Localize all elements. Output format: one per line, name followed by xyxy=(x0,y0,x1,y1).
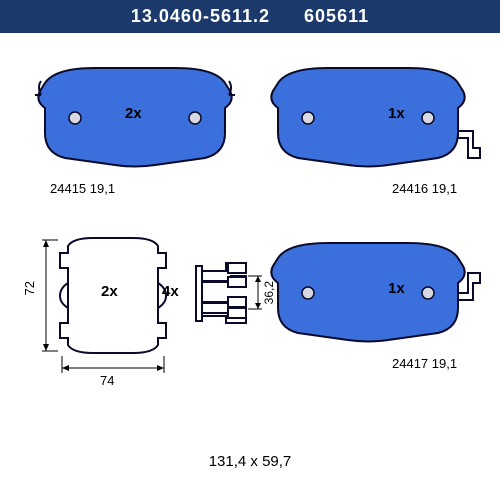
shim-w: 74 xyxy=(100,373,114,388)
part-number-2: 605611 xyxy=(304,6,369,26)
shim: 2x xyxy=(38,228,178,378)
qty-clip: 4x xyxy=(162,283,179,300)
qty-br: 1x xyxy=(388,280,405,297)
label-br: 24417 19,1 xyxy=(392,356,457,371)
diagram-area: 2x 24415 19,1 1x 24416 19,1 1x 24417 19,… xyxy=(0,33,500,488)
header-bar: 13.0460-5611.2 605611 xyxy=(0,0,500,33)
qty-shim: 2x xyxy=(101,283,118,300)
clip-h: 36,2 xyxy=(262,281,276,304)
pad-top-left: 2x xyxy=(35,63,235,173)
part-number-1: 13.0460-5611.2 xyxy=(131,6,270,26)
shim-h: 72 xyxy=(22,281,37,295)
label-tr: 24416 19,1 xyxy=(392,181,457,196)
footer-dimension: 131,4 x 59,7 xyxy=(0,453,500,470)
pad-bot-right: 1x xyxy=(268,238,483,348)
pad-top-right: 1x xyxy=(268,63,483,173)
qty-tr: 1x xyxy=(388,105,405,122)
qty-tl: 2x xyxy=(125,105,142,122)
label-tl: 24415 19,1 xyxy=(50,181,115,196)
